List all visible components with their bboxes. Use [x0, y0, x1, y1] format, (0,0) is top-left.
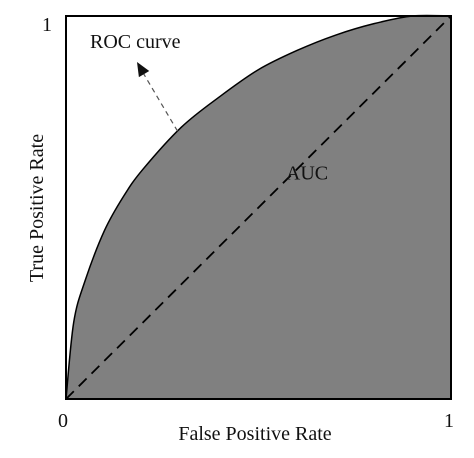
x-tick-label-1: 1	[444, 410, 454, 432]
roc-curve-annotation: ROC curve	[90, 31, 181, 53]
plot-frame	[65, 15, 452, 400]
x-axis-label: False Positive Rate	[178, 423, 331, 445]
y-tick-label-1: 1	[42, 14, 52, 36]
roc-curve-line	[65, 14, 452, 400]
roc-annotation-arrow-head	[137, 62, 150, 78]
x-tick-label-0: 0	[58, 410, 68, 432]
roc-annotation-arrow-shaft	[141, 70, 179, 132]
diagonal-reference-line	[65, 15, 452, 400]
y-axis-label: True Positive Rate	[26, 134, 48, 282]
auc-region-label: AUC	[286, 162, 328, 184]
